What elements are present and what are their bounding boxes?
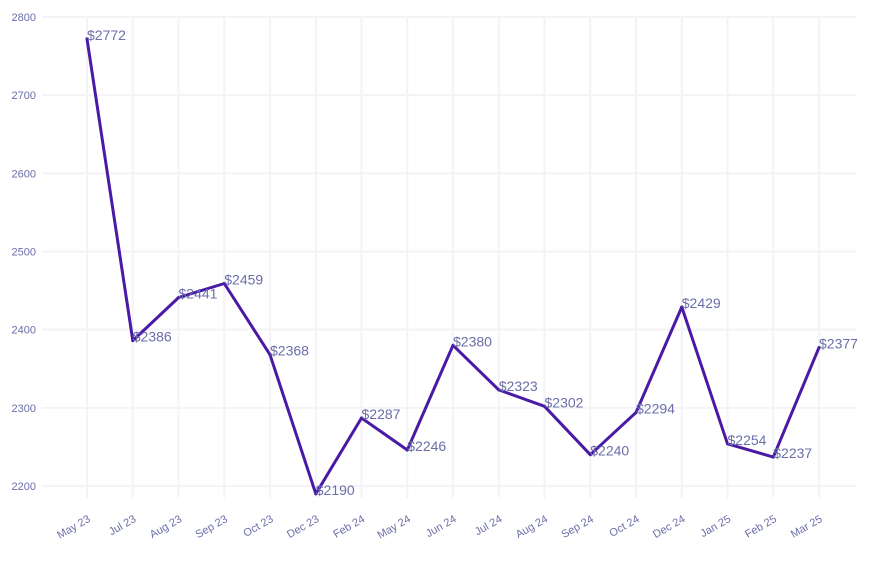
data-label: $2287 xyxy=(362,406,401,422)
x-tick-label: Jul 24 xyxy=(473,513,504,538)
data-label: $2254 xyxy=(728,432,767,448)
y-tick-label: 2200 xyxy=(12,481,36,493)
x-tick-label: May 24 xyxy=(376,513,413,541)
y-axis-ticks: 2200 2300 2400 2500 2600 2700 2800 xyxy=(12,12,36,493)
y-tick-label: 2400 xyxy=(12,325,36,337)
data-point xyxy=(771,455,775,459)
x-tick-label: Aug 24 xyxy=(514,513,550,541)
data-point xyxy=(726,442,729,446)
data-label: $2323 xyxy=(499,378,538,394)
data-point xyxy=(680,305,684,309)
x-tick-label: Oct 23 xyxy=(241,513,275,540)
data-label: $2459 xyxy=(224,272,263,288)
y-tick-label: 2300 xyxy=(12,403,36,415)
data-point xyxy=(131,339,135,343)
data-point xyxy=(588,453,592,457)
data-label: $2246 xyxy=(407,438,446,454)
data-point xyxy=(85,37,89,41)
y-tick-label: 2700 xyxy=(12,90,36,102)
data-point xyxy=(222,282,226,286)
data-label: $2772 xyxy=(87,27,126,43)
data-point xyxy=(314,492,318,496)
x-axis-ticks: May 23 Jul 23 Aug 23 Sep 23 Oct 23 Dec 23 Feb … xyxy=(55,513,824,541)
data-labels: $2772 $2386 $2441 $2459 $2368 $2190 $2287 $2246… xyxy=(87,27,858,498)
data-label: $2240 xyxy=(590,443,629,459)
data-label: $2294 xyxy=(636,401,675,417)
data-label: $2237 xyxy=(773,445,812,461)
x-tick-label: Dec 23 xyxy=(285,513,321,541)
data-point xyxy=(268,353,272,357)
data-point xyxy=(543,404,546,408)
data-point xyxy=(497,388,501,392)
x-tick-label: Sep 23 xyxy=(194,513,230,541)
x-tick-label: Mar 25 xyxy=(789,513,825,541)
y-tick-label: 2600 xyxy=(12,168,36,180)
data-point xyxy=(451,343,455,347)
data-label: $2429 xyxy=(682,295,721,311)
data-point xyxy=(405,448,409,452)
x-tick-label: Jan 25 xyxy=(698,513,733,540)
y-tick-label: 2500 xyxy=(12,247,36,259)
data-point xyxy=(634,411,638,415)
data-label: $2380 xyxy=(453,333,492,349)
series-line-layer xyxy=(85,37,821,496)
data-point xyxy=(817,346,821,350)
x-tick-label: Sep 24 xyxy=(560,513,596,541)
x-tick-label: Jul 23 xyxy=(107,513,138,538)
data-label: $2368 xyxy=(270,343,309,359)
data-label: $2190 xyxy=(316,482,355,498)
data-label: $2386 xyxy=(133,329,172,345)
x-tick-label: May 23 xyxy=(55,513,92,541)
x-tick-label: Jun 24 xyxy=(424,513,459,540)
x-tick-label: Oct 24 xyxy=(607,513,641,540)
x-tick-label: Feb 25 xyxy=(743,513,779,541)
y-tick-label: 2800 xyxy=(12,12,36,24)
grid xyxy=(42,16,857,498)
data-label: $2302 xyxy=(545,394,584,410)
data-label: $2377 xyxy=(819,336,858,352)
data-label: $2441 xyxy=(179,286,218,302)
x-tick-label: Feb 24 xyxy=(331,513,367,541)
data-point xyxy=(177,296,180,300)
data-point xyxy=(360,416,363,420)
x-tick-label: Dec 24 xyxy=(651,513,687,541)
x-tick-label: Aug 23 xyxy=(148,513,184,541)
